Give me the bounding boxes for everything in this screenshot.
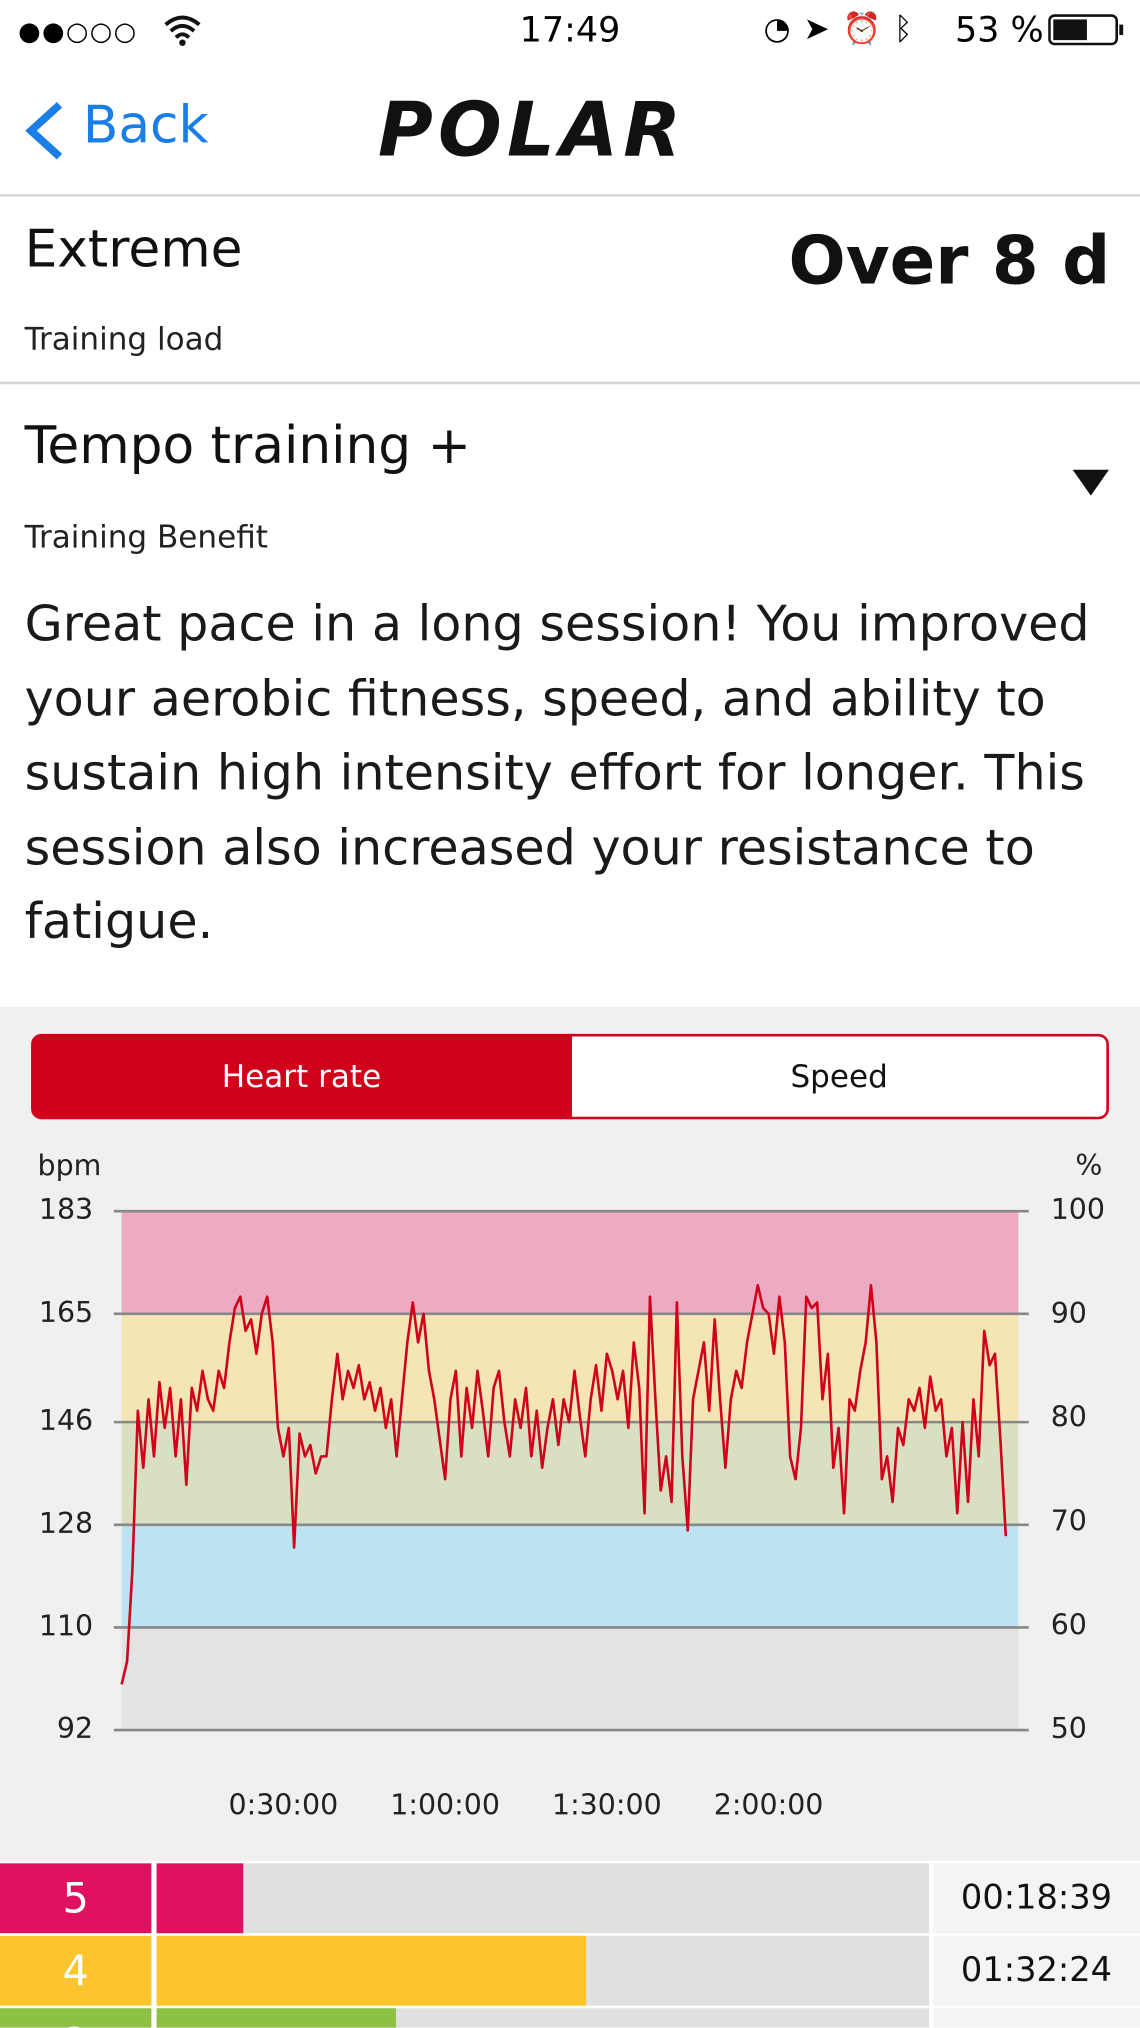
signal-icon: ●●○○○ bbox=[18, 15, 138, 47]
back-button[interactable]: Back bbox=[82, 95, 209, 156]
y2-tick-label: 100 bbox=[1051, 1193, 1105, 1226]
y-tick-label: 110 bbox=[39, 1609, 93, 1642]
training-load-value: Extreme bbox=[24, 219, 243, 280]
heart-rate-line bbox=[120, 1284, 1008, 1685]
y2-tick-label: 80 bbox=[1051, 1401, 1087, 1434]
y2-axis-label: % bbox=[1075, 1149, 1102, 1182]
zone-bar bbox=[156, 1863, 244, 1934]
training-benefit-label: Training Benefit bbox=[24, 518, 268, 556]
zone-row: 3 bbox=[0, 2008, 1140, 2028]
x-tick-label: 1:00:00 bbox=[390, 1788, 500, 1821]
zone-row: 5 00:18:39 bbox=[0, 1863, 1140, 1934]
battery-icon bbox=[1048, 14, 1124, 46]
logo: POLAR bbox=[377, 85, 687, 174]
dropdown-arrow[interactable] bbox=[1071, 468, 1110, 496]
y-tick-label: 183 bbox=[39, 1193, 93, 1226]
hr-zone-band bbox=[121, 1211, 1019, 1314]
status-time: 17:49 bbox=[519, 10, 621, 51]
separator bbox=[0, 381, 1140, 385]
zone-bar bbox=[156, 2008, 396, 2028]
tab-heart-rate[interactable]: Heart rate bbox=[31, 1033, 572, 1120]
x-tick-label: 0:30:00 bbox=[229, 1788, 339, 1821]
zone-duration bbox=[932, 2008, 1140, 2028]
training-load-label: Training load bbox=[24, 320, 224, 358]
hr-zone-band bbox=[121, 1524, 1019, 1628]
zone-number: 5 bbox=[0, 1863, 152, 1934]
y2-tick-label: 70 bbox=[1051, 1504, 1087, 1537]
separator bbox=[0, 194, 1140, 197]
y2-tick-label: 90 bbox=[1051, 1297, 1087, 1330]
training-benefit-value: Tempo training + bbox=[24, 416, 471, 477]
zone-duration: 01:32:24 bbox=[932, 1935, 1140, 2006]
y2-tick-label: 50 bbox=[1051, 1712, 1087, 1745]
y-tick-label: 92 bbox=[57, 1712, 93, 1745]
recovery-time: Over 8 d bbox=[788, 222, 1111, 301]
hr-zone-band bbox=[121, 1422, 1019, 1525]
battery-text: 53 % bbox=[954, 10, 1044, 51]
zone-number: 4 bbox=[0, 1935, 152, 2006]
zone-track bbox=[156, 1863, 930, 1934]
y-tick-label: 165 bbox=[39, 1296, 93, 1329]
x-tick-label: 1:30:00 bbox=[552, 1788, 662, 1821]
hr-zone-band bbox=[121, 1627, 1019, 1731]
y-tick-label: 146 bbox=[39, 1404, 93, 1437]
y-axis-label: bpm bbox=[38, 1149, 102, 1182]
x-tick-label: 2:00:00 bbox=[714, 1788, 824, 1821]
y2-tick-label: 60 bbox=[1051, 1608, 1087, 1641]
tab-speed[interactable]: Speed bbox=[569, 1033, 1109, 1120]
zone-number: 3 bbox=[0, 2008, 152, 2028]
description: Great pace in a long session! You improv… bbox=[24, 595, 1090, 950]
status-icons: ◔➤⏰ᛒ bbox=[763, 10, 926, 47]
y-tick-label: 128 bbox=[39, 1507, 93, 1540]
back-chevron[interactable] bbox=[23, 101, 67, 161]
heart-rate-chart: 92 110 128 146 165 183 50 60 70 80 90 100 bpm % 0:30:0… bbox=[38, 1149, 1105, 1821]
wifi-icon bbox=[164, 15, 201, 46]
zone-row: 4 01:32:24 bbox=[0, 1935, 1140, 2006]
zone-duration: 00:18:39 bbox=[932, 1863, 1140, 1934]
zone-bar bbox=[156, 1935, 586, 2006]
